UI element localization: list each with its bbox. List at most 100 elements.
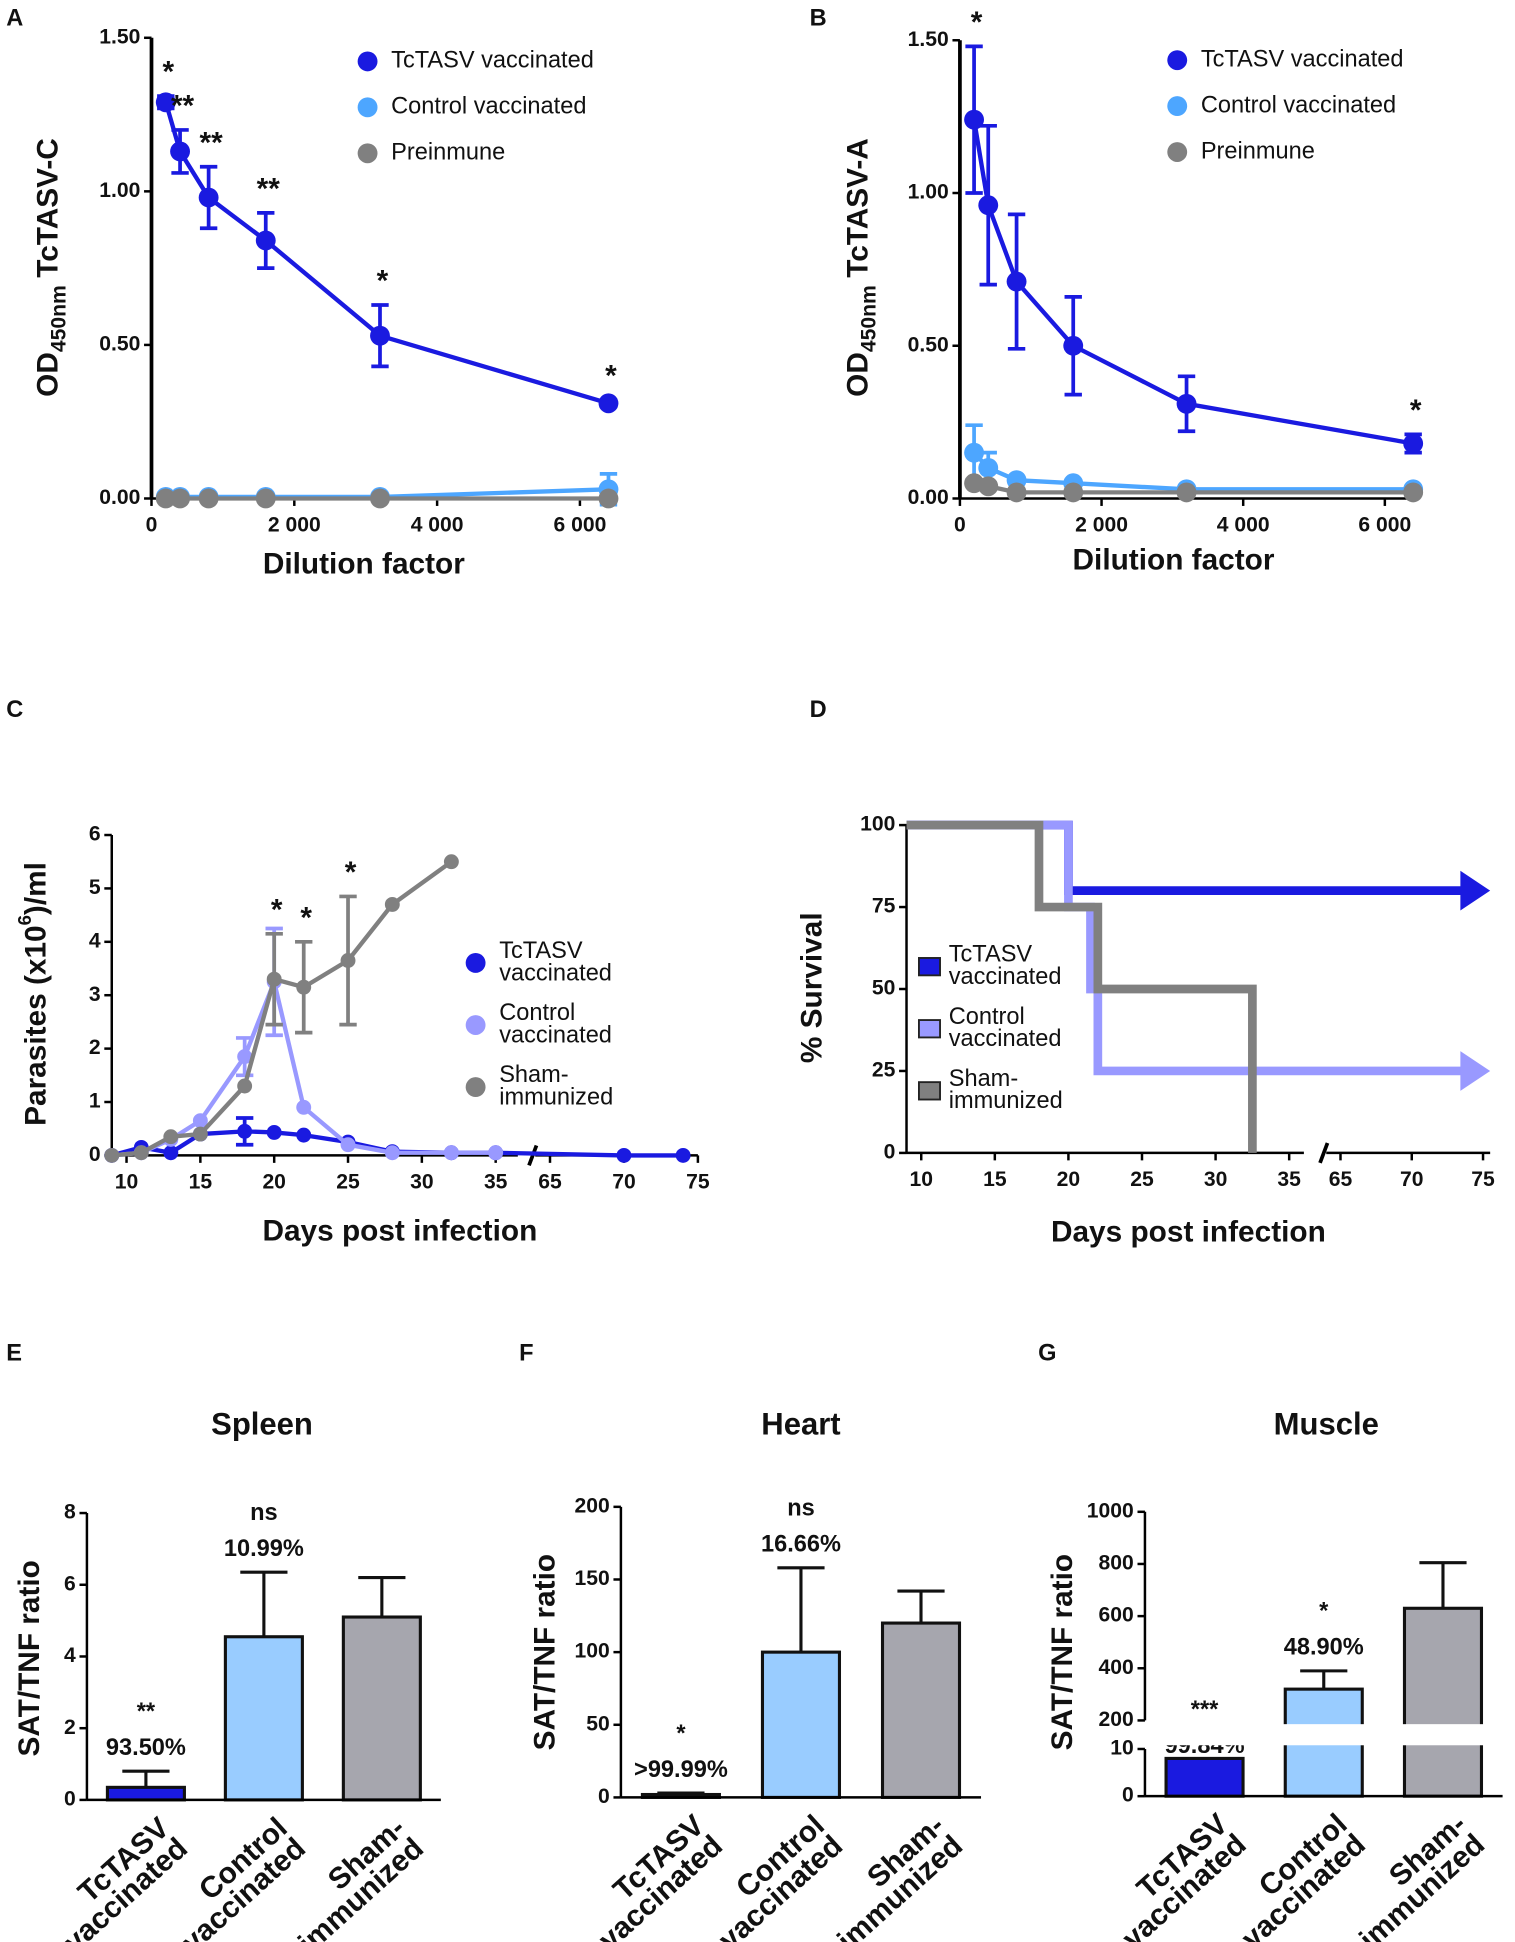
data-point (340, 1137, 356, 1153)
panel-label: D (810, 696, 827, 722)
data-point (384, 1145, 400, 1161)
data-point (237, 1078, 253, 1094)
bar (1164, 1756, 1245, 1798)
error-bar (1300, 1669, 1348, 1690)
data-point (598, 488, 619, 509)
x-tick-label: 35 (1277, 1168, 1301, 1191)
data-point (255, 488, 276, 509)
y-tick-label: 2 (89, 1036, 101, 1059)
y-tick-label: 0 (89, 1143, 101, 1166)
y-tick-label: 0.00 (908, 486, 949, 509)
y-tick-label: 4 (64, 1644, 76, 1667)
legend-marker (465, 1077, 486, 1098)
data-point (598, 393, 619, 414)
data-point (1176, 482, 1197, 503)
y-tick-label: 3 (89, 983, 101, 1006)
legend-marker (918, 1019, 941, 1039)
significance-label: * (605, 360, 617, 393)
data-point (198, 187, 219, 208)
data-point (1063, 335, 1084, 356)
y-axis-label-sub: 450nm (47, 285, 70, 352)
y-axis-label: % Survival (795, 912, 828, 1063)
y-tick-label: 0 (884, 1141, 896, 1164)
survival-line (906, 820, 1463, 1076)
error-bar (240, 1570, 288, 1637)
y-tick-label: 8 (64, 1501, 76, 1524)
legend-label: vaccinated (949, 963, 1062, 989)
y-tick-label: 1.00 (908, 181, 949, 204)
legend-label: vaccinated (499, 1021, 612, 1047)
significance-label: * (271, 893, 283, 926)
bar (880, 1621, 962, 1799)
error-bar (1419, 1561, 1467, 1609)
significance-label: * (345, 856, 357, 889)
y-axis-label: SAT/TNF ratio (1046, 1554, 1079, 1750)
error-bar (358, 1576, 406, 1618)
data-point (192, 1126, 208, 1142)
bar (1402, 1606, 1484, 1798)
x-tick-label: 25 (336, 1170, 360, 1193)
x-tick-label: 65 (538, 1170, 562, 1193)
y-tick-label: 1.50 (99, 25, 140, 48)
legend-marker (1167, 96, 1188, 117)
y-tick-label: 1.00 (99, 179, 140, 202)
y-axis-label: OD450nm TcTASV-C (32, 138, 71, 397)
significance-label: ns (787, 1495, 815, 1521)
data-point (978, 195, 999, 216)
y-axis-label-rest: TcTASV-C (32, 138, 65, 278)
legend-label: Control vaccinated (391, 93, 586, 119)
y-tick-label: 150 (574, 1567, 609, 1590)
x-tick-label: 0 (954, 513, 966, 536)
y-tick-label: 0 (1122, 1784, 1134, 1807)
data-point (170, 141, 190, 162)
data-point (170, 488, 190, 509)
bar (760, 1650, 842, 1799)
data-point (163, 1129, 179, 1145)
legend-marker (465, 952, 486, 973)
reduction-label: 10.99% (224, 1535, 304, 1561)
reduction-label: 16.66% (761, 1531, 841, 1557)
legend-marker (465, 1015, 486, 1035)
bar (105, 1785, 186, 1802)
legend-marker (1167, 50, 1188, 71)
y-axis-label-main: Parasites (x10 (19, 925, 52, 1125)
x-tick-label: 0 (146, 513, 158, 536)
y-tick-label: 0.50 (908, 333, 949, 356)
y-axis-label: SAT/TNF ratio (528, 1554, 561, 1750)
x-tick-label: 25 (1130, 1168, 1154, 1191)
axis-break (1318, 1142, 1330, 1164)
y-tick-label: 100 (574, 1640, 609, 1663)
y-tick-label: 4 (89, 929, 101, 952)
significance-label: *** (1191, 1696, 1219, 1722)
significance-label: ** (137, 1698, 156, 1724)
x-tick-label: 6 000 (554, 513, 607, 536)
series-line (971, 119, 1414, 446)
significance-label: * (971, 6, 983, 39)
x-tick-label: 10 (909, 1168, 932, 1191)
category-label: Sham-immunized (292, 1811, 430, 1942)
y-axis-label-sub: 450nm (857, 285, 880, 352)
y-tick-label: 1.50 (908, 28, 949, 51)
reduction-label: 48.90% (1284, 1634, 1364, 1660)
data-point (237, 1123, 253, 1139)
panel-label: C (6, 696, 23, 722)
error-bar (122, 1769, 170, 1788)
x-axis-label: Dilution factor (1073, 544, 1275, 577)
data-point (443, 854, 459, 870)
y-tick-label: 25 (872, 1059, 896, 1082)
y-tick-label: 75 (872, 895, 896, 918)
chart-title: Heart (761, 1406, 840, 1441)
x-tick-label: 15 (983, 1168, 1007, 1191)
x-tick-label: 65 (1329, 1168, 1353, 1191)
y-tick-label: 2 (64, 1716, 76, 1739)
data-point (237, 1049, 253, 1065)
y-tick-label: 6 (64, 1572, 76, 1595)
legend-label: TcTASV vaccinated (1201, 45, 1404, 71)
x-tick-label: 70 (1400, 1168, 1423, 1191)
data-point (370, 488, 390, 509)
reduction-label: >99.99% (634, 1756, 728, 1782)
